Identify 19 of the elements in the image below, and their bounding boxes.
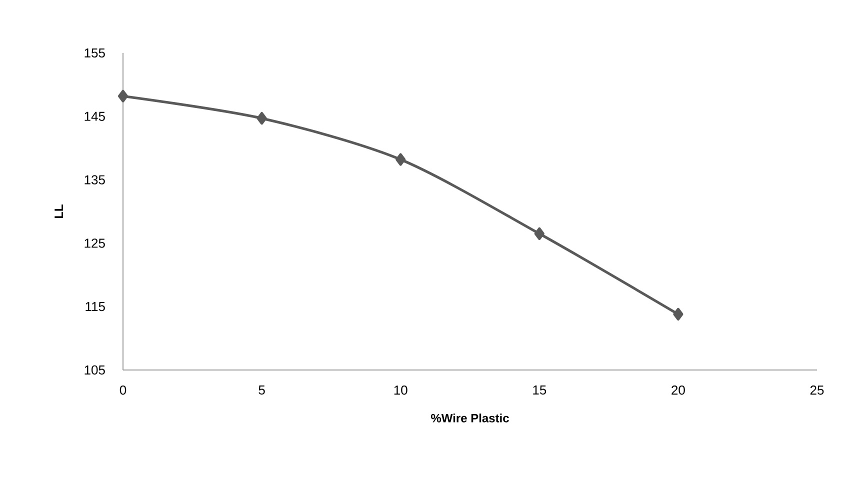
point <box>256 112 267 125</box>
y-tick-label: 125 <box>84 238 105 248</box>
y-tick-label: 135 <box>84 175 105 184</box>
y-tick-label: 105 <box>84 365 105 375</box>
y-tick-label: 145 <box>84 112 105 121</box>
y-tick-label: 115 <box>86 302 105 312</box>
x-axis-title: %Wire Plastic <box>431 414 509 422</box>
x-tick-label: 0 <box>120 386 126 395</box>
y-tick-label: 155 <box>84 48 105 58</box>
point <box>673 308 684 320</box>
point <box>118 90 128 102</box>
x-tick-label: 10 <box>394 386 408 395</box>
x-tick-label: 15 <box>533 386 546 395</box>
y-axis-title: LL <box>54 204 63 218</box>
point <box>534 227 544 240</box>
x-tick-label: 20 <box>672 386 685 395</box>
point <box>396 153 406 166</box>
x-tick-label: 25 <box>810 386 824 395</box>
x-tick-label: 5 <box>258 386 265 395</box>
